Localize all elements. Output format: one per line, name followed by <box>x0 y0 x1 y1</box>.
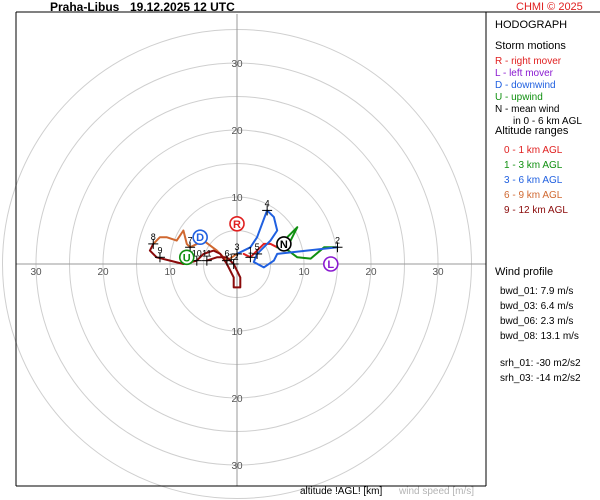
height-label: 4 <box>265 198 270 208</box>
ring-label: 30 <box>432 267 444 278</box>
height-label: 10 <box>192 249 202 259</box>
height-label: 6 <box>224 249 229 259</box>
storm-marker-circle <box>178 249 195 266</box>
ring-label: 20 <box>97 267 109 278</box>
storm-motion-item: N - mean wind <box>495 104 560 115</box>
wind-profile-item: bwd_01: 7.9 m/s <box>500 286 574 297</box>
storm-motion-item: U - upwind <box>495 92 543 103</box>
storm-marker-label: U <box>183 252 191 264</box>
height-label: 5 <box>255 242 260 252</box>
storm-marker-label: L <box>327 259 334 271</box>
altitude-range-item: 0 - 1 km AGL <box>504 145 563 156</box>
wind-profile-item: bwd_03: 6.4 m/s <box>500 301 574 312</box>
wind-speed-unit-label: wind speed [m/s] <box>399 486 475 497</box>
ring-label: 20 <box>231 394 243 405</box>
altitude-unit-label: altitude !AGL! [km] <box>300 486 383 497</box>
storm-marker-circle <box>276 236 292 252</box>
ring-label: 10 <box>231 327 243 338</box>
datetime-label: 19.12.2025 12 UTC <box>130 0 235 14</box>
altitude-range-item: 9 - 12 km AGL <box>504 205 568 216</box>
ring-label: 10 <box>231 193 243 204</box>
station-name: Praha-Libus <box>50 0 120 14</box>
storm-marker-circle <box>322 256 339 272</box>
height-label: 8 <box>151 232 156 242</box>
storm-marker-circle <box>229 216 245 232</box>
helicity-item: srh_03: -14 m2/s2 <box>500 373 581 384</box>
wind-profile-title: Wind profile <box>495 266 554 278</box>
altitude-range-item: 6 - 9 km AGL <box>504 190 563 201</box>
hodograph-series-line <box>148 242 242 289</box>
height-label: 9 <box>157 245 162 255</box>
storm-motions-note: in 0 - 6 km AGL <box>513 116 582 127</box>
ring-label: 20 <box>365 267 377 278</box>
height-label: 12 <box>229 252 239 262</box>
height-label: 11 <box>202 249 211 259</box>
copyright-label: CHMI © 2025 <box>516 1 583 13</box>
ring-label: 30 <box>231 461 243 472</box>
storm-marker-circle <box>192 229 208 245</box>
wind-profile-item: bwd_06: 2.3 m/s <box>500 316 574 327</box>
altitude-range-item: 1 - 3 km AGL <box>504 160 563 171</box>
storm-marker-label: D <box>196 232 204 244</box>
wind-profile-item: bwd_08: 13.1 m/s <box>500 331 579 342</box>
legend-panel: HODOGRAPH <box>495 19 567 31</box>
hodograph-series-line <box>242 242 279 259</box>
storm-markers: R L DU N <box>178 216 339 272</box>
ring-label: 30 <box>30 267 42 278</box>
storm-marker-label: R <box>233 219 241 231</box>
panel-title: HODOGRAPH <box>495 19 568 31</box>
storm-motion-item: D - downwind <box>495 80 556 91</box>
height-label: 7 <box>188 235 193 245</box>
altitude-legend: Altitude ranges 0 - 1 km AGL 1 - 3 km AGL… <box>495 125 568 218</box>
axes <box>15 11 600 487</box>
storm-motion-item: L - left mover <box>495 68 553 79</box>
ring-label: 10 <box>298 267 310 278</box>
ring-label: 30 <box>231 59 243 70</box>
series-group <box>148 209 339 289</box>
storm-motions-title: Storm motions <box>495 40 566 52</box>
altitude-range-item: 3 - 6 km AGL <box>504 175 563 186</box>
altitude-title: Altitude ranges <box>495 125 569 137</box>
ring-label: 20 <box>231 126 243 137</box>
helicity-item: srh_01: -30 m2/s2 <box>500 358 581 369</box>
storm-motions-legend: Storm motions R - right mover L - left mo… <box>495 40 582 128</box>
height-label: 2 <box>335 235 340 245</box>
ring-labels: 10 10 10 10 20 20 20 20 30 30 30 30 <box>30 59 444 472</box>
height-label: 3 <box>234 242 239 252</box>
ring-label: 10 <box>164 267 176 278</box>
hodograph-series-line <box>236 209 339 269</box>
storm-marker-label: N <box>280 239 288 251</box>
height-label: 1 <box>248 245 253 255</box>
storm-motion-item: R - right mover <box>495 56 562 67</box>
wind-profile-panel: Wind profile bwd_01: 7.9 m/s bwd_03: 6.4 … <box>495 266 581 386</box>
